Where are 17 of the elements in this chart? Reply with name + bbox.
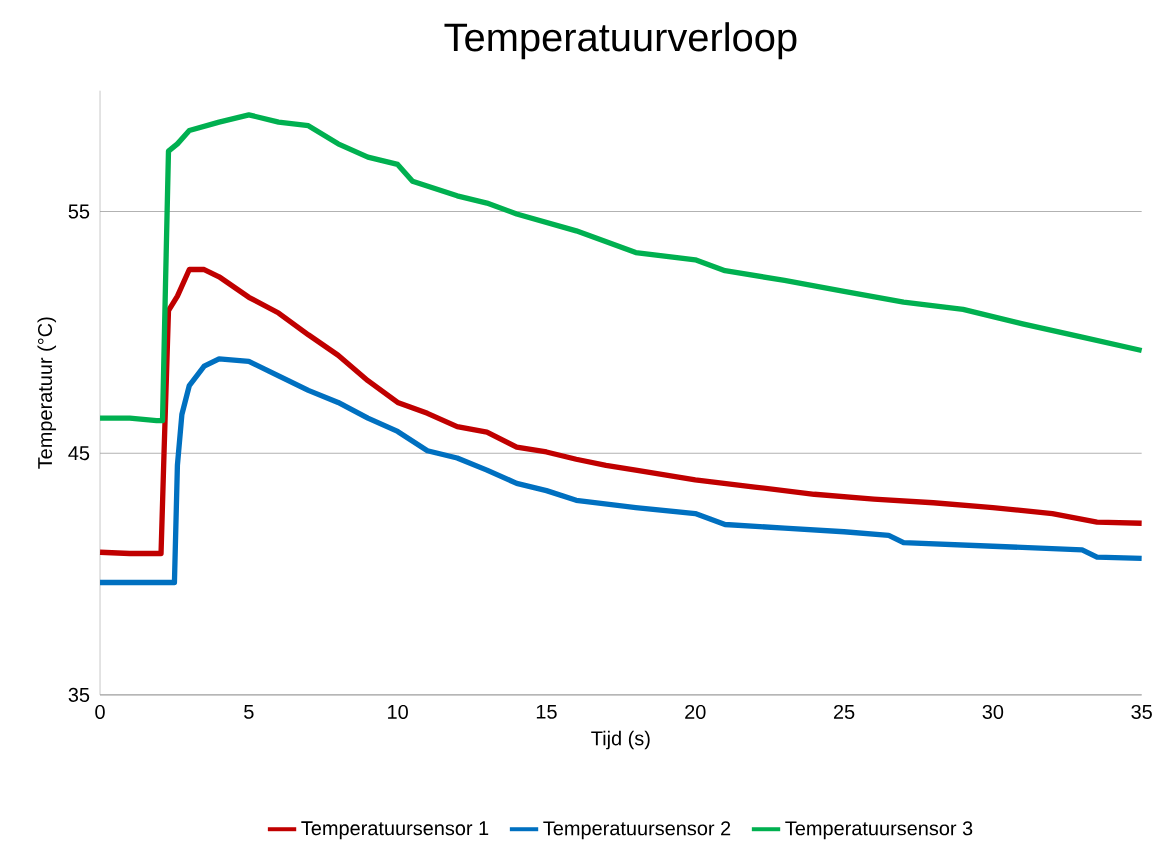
- legend-label: Temperatuursensor 1: [301, 821, 489, 840]
- x-tick-label: 10: [388, 704, 408, 719]
- x-tick-label: 20: [685, 704, 706, 719]
- legend-label: Temperatuursensor 3: [785, 821, 973, 840]
- y-tick-label: 35: [68, 687, 90, 702]
- x-tick-label: 0: [95, 704, 105, 719]
- x-tick-label: 30: [982, 704, 1004, 719]
- x-tick-label: 5: [244, 704, 254, 719]
- x-axis-title: Tijd (s): [591, 730, 650, 750]
- y-tick-label: 45: [68, 446, 90, 461]
- x-tick-label: 35: [1131, 704, 1152, 719]
- chart-title: Temperatuurverloop: [444, 22, 797, 60]
- x-tick-label: 25: [833, 704, 855, 719]
- x-tick-label: 15: [536, 704, 557, 719]
- y-tick-label: 55: [68, 204, 90, 219]
- y-axis-title: Temperatuur (°C): [37, 317, 57, 469]
- legend-label: Temperatuursensor 2: [543, 821, 731, 840]
